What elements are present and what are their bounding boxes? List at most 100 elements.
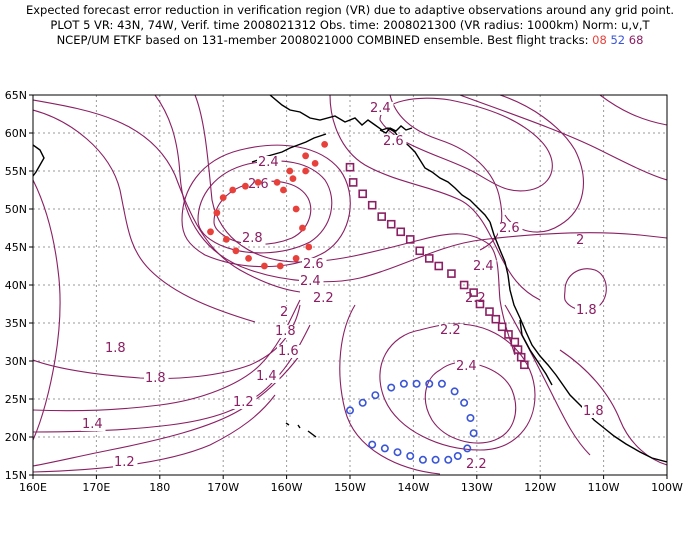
contour-label: 2.4: [370, 101, 391, 116]
contour-line: [33, 354, 301, 467]
title-line-2: PLOT 5 VR: 43N, 74W, Verif. time 2008021…: [50, 18, 650, 32]
contour-label-bg: [472, 260, 497, 273]
x-tick-label: 110W: [588, 481, 620, 494]
contour-label-bg: [274, 325, 299, 338]
axes: 160E 170E 180 170W 160W 150W 140W 130W 120W 110W 1…: [5, 89, 683, 494]
coastline-baja: [519, 319, 553, 386]
contour-label-bg: [465, 458, 490, 471]
track-68-point: [348, 178, 358, 187]
track-52-label: 52: [610, 33, 626, 47]
y-tick-label: 65N: [5, 89, 27, 102]
contour-label: 1.8: [583, 404, 604, 419]
track-52-point: [437, 379, 446, 388]
track-08-point: [276, 262, 284, 270]
contour-label: 2.4: [258, 155, 279, 170]
contour-label: 2.8: [242, 231, 263, 246]
contour-label: 2.4: [456, 359, 477, 374]
contour-label-bg: [255, 370, 280, 383]
track-08-point: [292, 205, 300, 213]
track-08-point: [311, 160, 319, 167]
contour-label: 1.4: [82, 417, 103, 432]
contour-label: 2: [280, 305, 288, 320]
track-68-point: [504, 330, 513, 339]
contour-label-bg: [498, 222, 523, 235]
track-08-point: [245, 255, 252, 262]
contour-label-bg: [382, 135, 407, 148]
x-tick-label: 150W: [334, 481, 366, 494]
contour-label: 1.8: [105, 341, 126, 356]
contour-label: 2.6: [383, 134, 404, 149]
track-08-point: [302, 152, 310, 160]
contour-line: [339, 304, 441, 475]
x-tick-label: 160E: [19, 481, 47, 494]
contour-label: 1.6: [278, 344, 299, 359]
title-line-3-prefix: NCEP/UM ETKF based on 131-member 2008021…: [56, 33, 589, 47]
contour-label: 1.8: [576, 303, 597, 318]
track-52-point: [425, 379, 434, 388]
track-08-point: [299, 224, 306, 232]
contour-label-bg: [241, 232, 266, 245]
contour-line: [181, 144, 351, 268]
track-08-label: 08: [592, 33, 607, 47]
track-68-point: [447, 269, 456, 278]
track-52-point: [460, 398, 469, 407]
contour-label: 2.6: [303, 257, 324, 272]
track-52-point: [358, 398, 367, 407]
track-08-point: [280, 186, 287, 194]
y-tick-label: 50N: [5, 203, 27, 216]
track-68-point: [475, 299, 485, 309]
coastline-alaska: [269, 95, 491, 223]
contour-label: 2.2: [440, 323, 461, 338]
contour-label-bg: [81, 418, 106, 431]
title-line-3: NCEP/UM ETKF based on 131-member 2008021…: [0, 33, 700, 47]
track-68-point: [424, 254, 434, 263]
contour-label-bg: [299, 275, 324, 288]
contour-label-bg: [575, 234, 585, 247]
track-08-point: [305, 243, 313, 251]
contour-label-bg: [369, 102, 394, 115]
contour-label-bg: [144, 372, 169, 385]
coastlines: [33, 95, 667, 463]
coastline-asia: [33, 144, 45, 177]
track-52-point: [412, 379, 421, 388]
flight-tracks: [207, 141, 529, 464]
track-52-point: [371, 391, 380, 400]
track-08-point: [229, 186, 237, 194]
track-08-point: [261, 262, 268, 270]
contour-line: [504, 304, 591, 456]
contour-label-bg: [312, 292, 337, 305]
track-08-point: [241, 182, 249, 190]
track-52-point: [368, 440, 377, 449]
track-68-point: [520, 360, 529, 370]
contour-label: 2.2: [465, 291, 486, 306]
x-tick-label: 160W: [271, 481, 303, 494]
track-08-point: [207, 228, 214, 236]
x-tick-label: 100W: [651, 481, 683, 494]
contour-label-bg: [455, 360, 480, 373]
track-52-point: [406, 451, 415, 460]
track-68-point: [459, 280, 469, 290]
track-68-point: [469, 288, 478, 297]
contour-line: [33, 179, 61, 441]
contour-line: [33, 394, 276, 473]
contour-line: [459, 95, 667, 181]
contour-line: [194, 95, 516, 356]
track-08-point: [292, 255, 300, 262]
track-52-point: [418, 455, 427, 464]
track-08-point: [222, 236, 230, 243]
contour-label: 2.4: [300, 274, 321, 289]
y-tick-label: 30N: [5, 355, 27, 368]
track-52-point: [387, 383, 396, 392]
contour-label-bg: [257, 156, 282, 169]
track-52-point: [453, 451, 462, 460]
track-68-point: [358, 189, 367, 199]
coastline-hawaii: [285, 422, 317, 438]
contour-label-bg: [277, 345, 302, 358]
y-tick-label: 40N: [5, 279, 27, 292]
track-08-point: [286, 167, 294, 175]
x-tick-label: 140W: [397, 481, 429, 494]
track-08-point: [289, 175, 297, 183]
track-08-point: [273, 179, 281, 186]
coastline-pacific-nw: [379, 125, 413, 134]
contour-label-bg: [279, 306, 289, 319]
